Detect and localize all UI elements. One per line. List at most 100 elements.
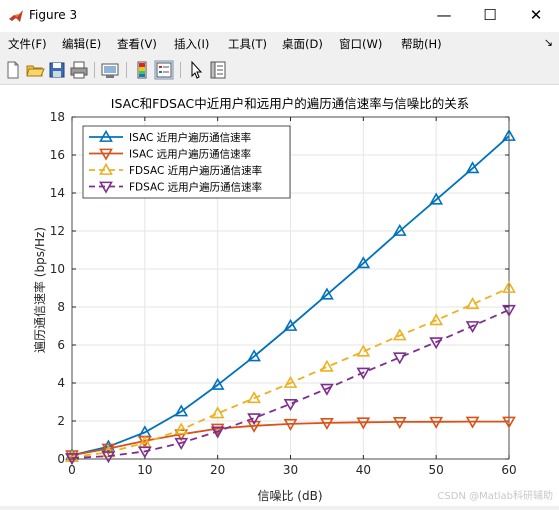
data-point xyxy=(65,449,79,463)
data-point xyxy=(502,416,516,429)
y-tick-label: 14 xyxy=(50,186,65,200)
menu-desktop[interactable]: 桌面(D) xyxy=(282,37,323,51)
x-axis-label: 信噪比 (dB) xyxy=(257,489,322,503)
x-tick-label: 40 xyxy=(356,463,371,477)
colorbar-icon[interactable] xyxy=(132,60,152,80)
property-inspector-icon[interactable] xyxy=(208,60,228,80)
x-tick-label: 60 xyxy=(501,463,516,477)
data-point xyxy=(210,423,225,436)
menu-edit[interactable]: 编辑(E) xyxy=(62,37,102,51)
menu-file[interactable]: 文件(F) xyxy=(8,37,47,51)
data-point xyxy=(65,453,79,466)
y-tick-label: 16 xyxy=(50,148,65,162)
legend-box xyxy=(82,125,291,199)
menu-bar: 文件(F) 编辑(E) 查看(V) 插入(I) 工具(T) 桌面(D) 窗口(W… xyxy=(0,32,559,55)
menu-dock-arrow-icon[interactable]: ↘ xyxy=(543,36,553,49)
data-point xyxy=(502,304,516,317)
legend-marker xyxy=(99,181,113,194)
series-line xyxy=(71,287,510,458)
title-bar: Figure 3 — ☐ ✕ xyxy=(0,0,559,32)
legend: ISAC 近用户遍历通信速率 ISAC 远用户遍历通信速率 FDSAC 近用户遍历通… xyxy=(82,125,291,199)
toolbar-separator xyxy=(94,62,95,78)
data-point xyxy=(101,443,116,456)
y-tick-label: 4 xyxy=(57,376,65,390)
data-point xyxy=(210,426,225,439)
data-point xyxy=(392,328,407,341)
legend-label: FDSAC 近用户遍历通信速率 xyxy=(129,164,262,177)
window-title: Figure 3 xyxy=(29,8,78,22)
maximize-button[interactable]: ☐ xyxy=(483,6,497,24)
x-tick-label: 20 xyxy=(210,463,225,477)
watermark: CSDN @Matlab科研辅助 xyxy=(437,491,553,502)
series-4 xyxy=(65,304,516,466)
data-point xyxy=(392,223,407,236)
data-point xyxy=(429,192,444,205)
y-tick-label: 6 xyxy=(57,338,65,352)
data-point xyxy=(502,280,516,293)
data-point xyxy=(247,420,261,433)
toolbar-separator xyxy=(180,62,181,78)
y-tick-label: 10 xyxy=(50,262,65,276)
y-tick-label: 12 xyxy=(50,224,65,238)
data-point xyxy=(320,417,334,431)
link-plot-icon[interactable] xyxy=(100,60,120,80)
x-tick-label: 10 xyxy=(137,463,152,477)
data-point xyxy=(502,128,516,141)
menu-tools[interactable]: 工具(T) xyxy=(228,37,267,51)
data-point xyxy=(101,439,116,452)
data-point xyxy=(392,352,407,365)
series-line xyxy=(71,420,509,457)
x-tick-label: 50 xyxy=(429,463,444,477)
series-1 xyxy=(65,128,516,461)
series-line xyxy=(71,308,510,459)
data-point xyxy=(283,318,298,331)
toolbar xyxy=(0,56,559,85)
data-point xyxy=(283,418,298,431)
new-figure-icon[interactable] xyxy=(3,60,23,80)
data-point xyxy=(174,404,189,417)
print-icon[interactable] xyxy=(69,60,89,80)
data-point xyxy=(174,437,189,450)
data-point xyxy=(429,313,444,326)
data-point xyxy=(356,256,371,269)
toolbar-separator xyxy=(126,62,127,78)
data-point xyxy=(392,417,407,430)
data-point xyxy=(101,451,116,464)
data-point xyxy=(465,161,480,174)
data-point xyxy=(247,413,261,426)
data-point xyxy=(356,367,371,380)
data-point xyxy=(247,349,261,362)
series-line xyxy=(71,135,510,457)
x-tick-label: 30 xyxy=(283,463,298,477)
legend-label: FDSAC 远用户遍历通信速率 xyxy=(129,181,262,194)
open-file-icon[interactable] xyxy=(25,60,45,80)
data-point xyxy=(174,422,189,435)
menu-window[interactable]: 窗口(W) xyxy=(339,37,383,51)
data-point xyxy=(320,383,334,396)
x-tick-label: 0 xyxy=(68,463,76,477)
minimize-button[interactable]: — xyxy=(436,6,452,24)
data-point xyxy=(210,406,225,419)
save-icon[interactable] xyxy=(47,60,67,80)
legend-marker xyxy=(99,148,113,161)
data-point xyxy=(247,391,261,404)
legend-marker xyxy=(99,129,113,142)
data-point xyxy=(283,398,298,412)
data-point xyxy=(356,417,371,430)
pointer-icon[interactable] xyxy=(186,60,206,80)
menu-insert[interactable]: 插入(I) xyxy=(174,37,210,51)
data-point xyxy=(465,297,480,310)
y-axis-label: 遍历通信速率 (bps/Hz) xyxy=(32,227,47,353)
y-tick-label: 0 xyxy=(57,452,65,466)
close-button[interactable]: ✕ xyxy=(529,6,543,24)
y-tick-label: 8 xyxy=(57,300,65,314)
legend-label: ISAC 近用户遍历通信速率 xyxy=(129,131,251,144)
menu-view[interactable]: 查看(V) xyxy=(117,37,157,51)
figure-canvas: ISAC和FDSAC中近用户和远用户的遍历通信速率与信噪比的关系 遍历通信速率 … xyxy=(0,85,559,506)
menu-help[interactable]: 帮助(H) xyxy=(401,37,442,51)
data-point xyxy=(320,359,334,372)
legend-icon[interactable] xyxy=(154,60,174,80)
legend-label: ISAC 远用户遍历通信速率 xyxy=(129,148,251,161)
data-point xyxy=(356,344,371,357)
data-point xyxy=(429,416,444,429)
